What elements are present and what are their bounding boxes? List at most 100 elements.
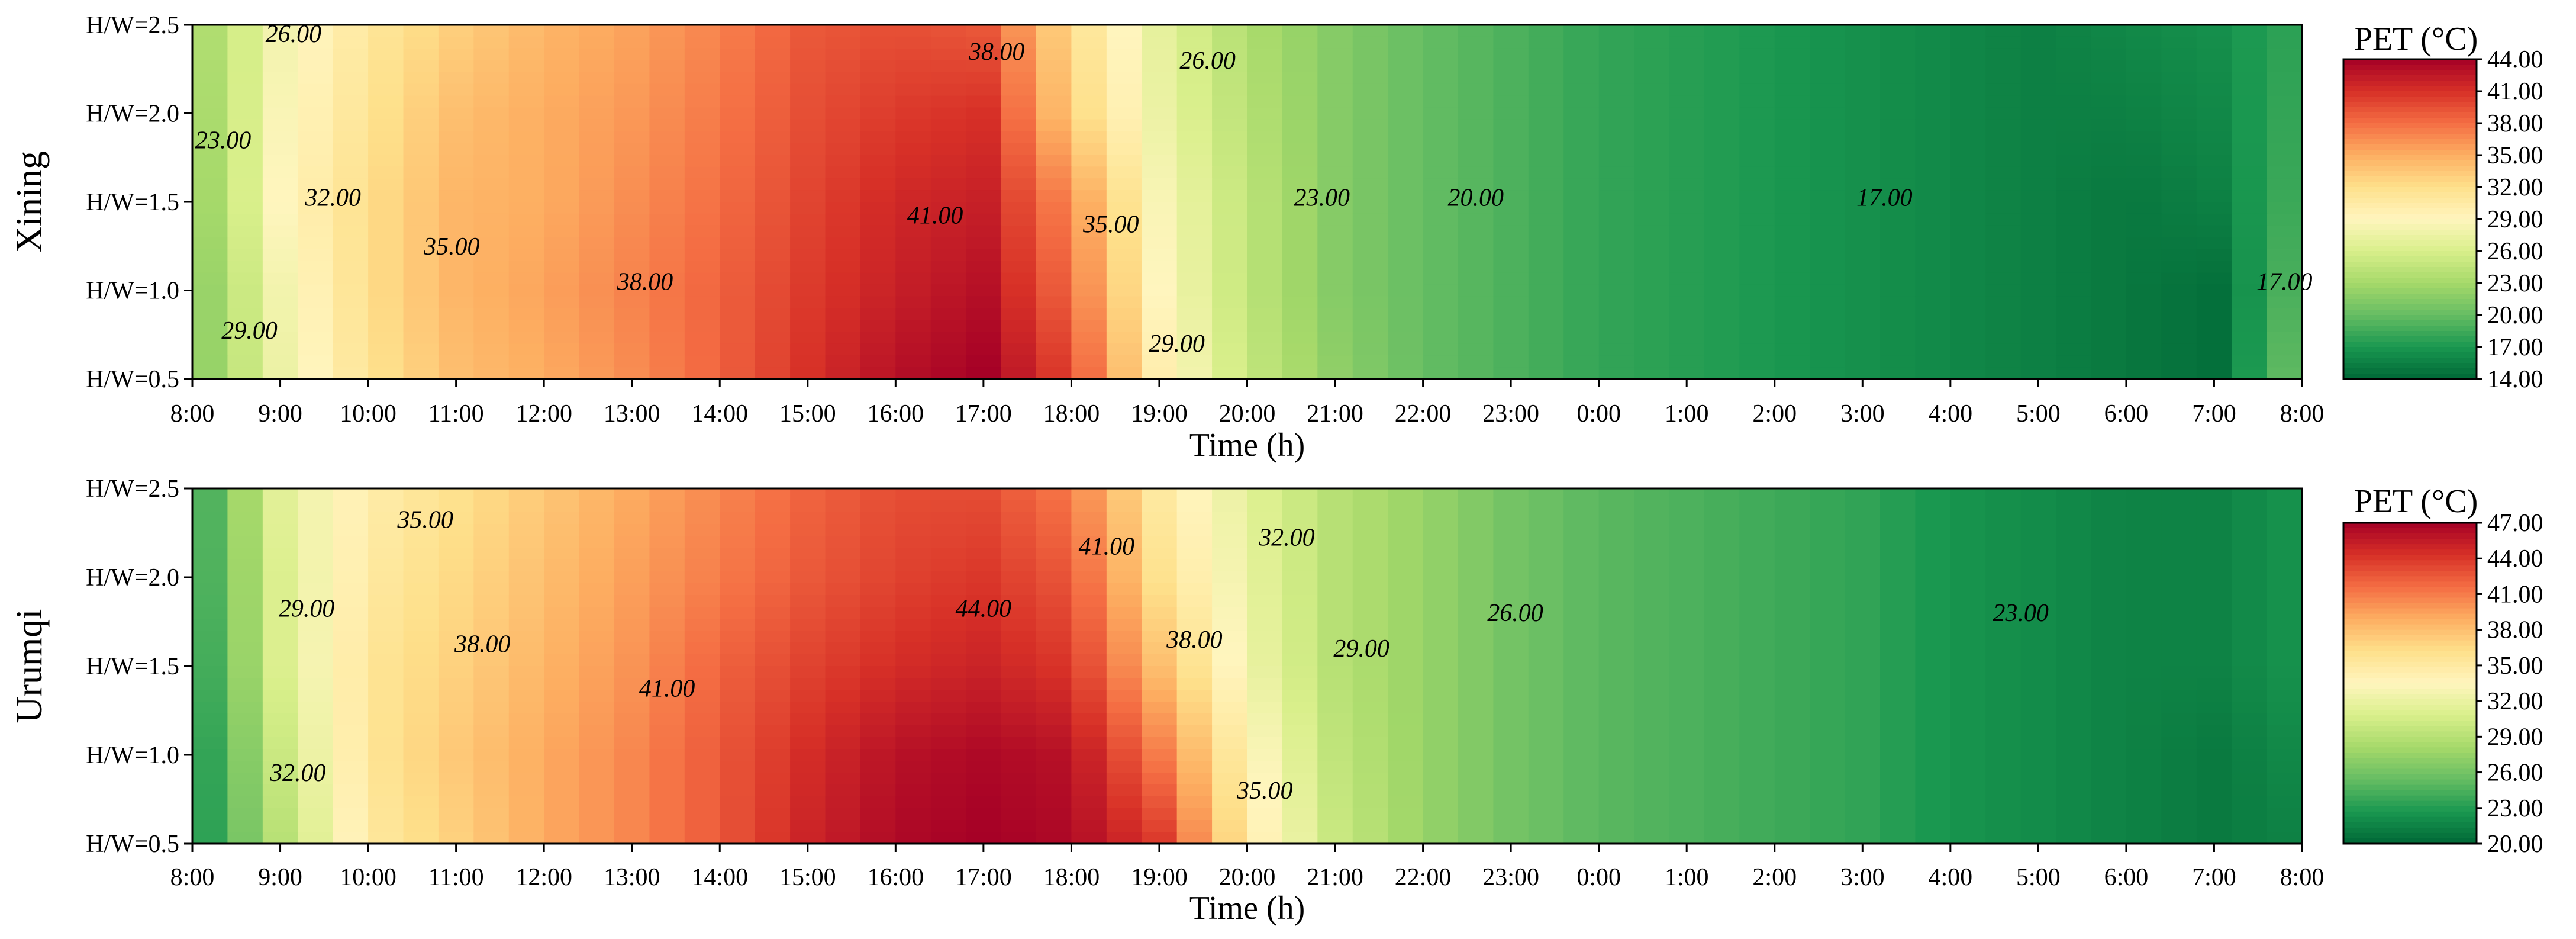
heat-cell <box>403 595 439 607</box>
heat-cell <box>2091 571 2127 584</box>
heat-cell <box>1212 773 1248 785</box>
heat-cell <box>2091 166 2127 179</box>
heat-cell <box>790 155 826 167</box>
colorbar-segment <box>2343 320 2477 326</box>
heat-cell <box>333 166 369 179</box>
heat-cell <box>227 343 263 356</box>
heat-cell <box>649 749 685 761</box>
heat-cell <box>1598 249 1634 262</box>
heat-cell <box>1774 36 1810 49</box>
heat-cell <box>860 595 897 607</box>
heat-cell <box>649 202 685 214</box>
heat-cell <box>1106 773 1143 785</box>
heat-cell <box>2196 548 2232 560</box>
heat-cell <box>720 678 756 690</box>
heat-cell <box>1458 678 1494 690</box>
heat-cell <box>614 166 650 179</box>
heat-cell <box>2161 60 2197 73</box>
heat-cell <box>403 272 439 285</box>
colorbar-tick-label: 23.00 <box>2487 270 2543 297</box>
heat-cell <box>1001 524 1037 536</box>
heat-cell <box>227 559 263 572</box>
heat-cell <box>2232 536 2268 548</box>
heat-cell <box>1528 524 1565 536</box>
colorbar-tick-label: 20.00 <box>2487 831 2543 858</box>
heat-cell <box>2126 48 2162 61</box>
heat-cell <box>2126 548 2162 560</box>
heat-cell <box>1810 536 1846 548</box>
heat-cell <box>614 488 650 501</box>
heat-cell <box>1106 559 1143 572</box>
heat-cell <box>262 155 299 167</box>
heat-cell <box>1282 548 1318 560</box>
heat-cell <box>755 820 791 832</box>
heat-cell <box>825 155 861 167</box>
heat-cell <box>1282 48 1318 61</box>
heat-cell <box>1528 320 1565 333</box>
heat-cell <box>192 773 228 785</box>
heat-cell <box>1704 595 1740 607</box>
heat-cell <box>227 548 263 560</box>
heat-cell <box>1774 190 1810 202</box>
heat-cell <box>1247 284 1283 297</box>
heat-cell <box>649 607 685 619</box>
heat-cell <box>1282 178 1318 191</box>
heat-cell <box>2232 237 2268 250</box>
heat-cell <box>755 832 791 844</box>
heat-cell <box>755 583 791 596</box>
heat-cell <box>1247 48 1283 61</box>
heat-cell <box>368 284 404 297</box>
heat-cell <box>544 536 580 548</box>
heat-cell <box>1317 713 1353 726</box>
colorbar-segment <box>2343 86 2477 92</box>
heat-cell <box>1915 619 1951 631</box>
heat-cell <box>930 832 966 844</box>
heat-cell <box>1001 536 1037 548</box>
heat-cell <box>649 308 685 321</box>
heat-cell <box>368 666 404 678</box>
heat-cell <box>2126 178 2162 191</box>
heat-cell <box>1634 367 1670 380</box>
heat-cell <box>1950 761 1987 773</box>
heat-cell <box>1634 166 1670 179</box>
heat-cell <box>2196 737 2232 750</box>
heat-cell <box>1247 536 1283 548</box>
heat-cell <box>298 642 334 655</box>
heat-cell <box>1774 155 1810 167</box>
heat-cell <box>544 143 580 156</box>
heat-cell <box>790 642 826 655</box>
colorbar-tick-label: 38.00 <box>2487 110 2543 137</box>
heat-cell <box>684 690 721 702</box>
heat-cell <box>966 666 1002 678</box>
heat-cell <box>1845 178 1881 191</box>
heat-cell <box>1388 808 1424 821</box>
heat-cell <box>649 500 685 513</box>
heat-cell <box>333 25 369 37</box>
heat-cell <box>966 678 1002 690</box>
heat-cell <box>192 237 228 250</box>
heat-cell <box>2126 500 2162 513</box>
heat-cell <box>614 213 650 226</box>
heat-cell <box>1880 808 1916 821</box>
heat-cell <box>1528 249 1565 262</box>
heat-cell <box>1282 355 1318 368</box>
heat-cell <box>2196 631 2232 643</box>
heat-cell <box>755 571 791 584</box>
heat-cell <box>895 571 931 584</box>
heat-cell <box>755 702 791 714</box>
x-tick-label: 2:00 <box>1752 864 1797 891</box>
heat-cell <box>2020 95 2056 108</box>
heat-cell <box>1352 784 1388 797</box>
colorbar-segment <box>2343 768 2477 775</box>
heat-cell <box>2267 249 2303 262</box>
colorbar-segment <box>2343 352 2477 358</box>
heat-cell <box>1036 631 1072 643</box>
heat-cell <box>1563 237 1600 250</box>
heat-cell <box>1176 536 1213 548</box>
heat-cell <box>1142 25 1178 37</box>
heat-cell <box>895 320 931 333</box>
heat-cell <box>1563 261 1600 274</box>
heat-cell <box>966 272 1002 285</box>
heat-cell <box>614 619 650 631</box>
heat-cell <box>1317 702 1353 714</box>
